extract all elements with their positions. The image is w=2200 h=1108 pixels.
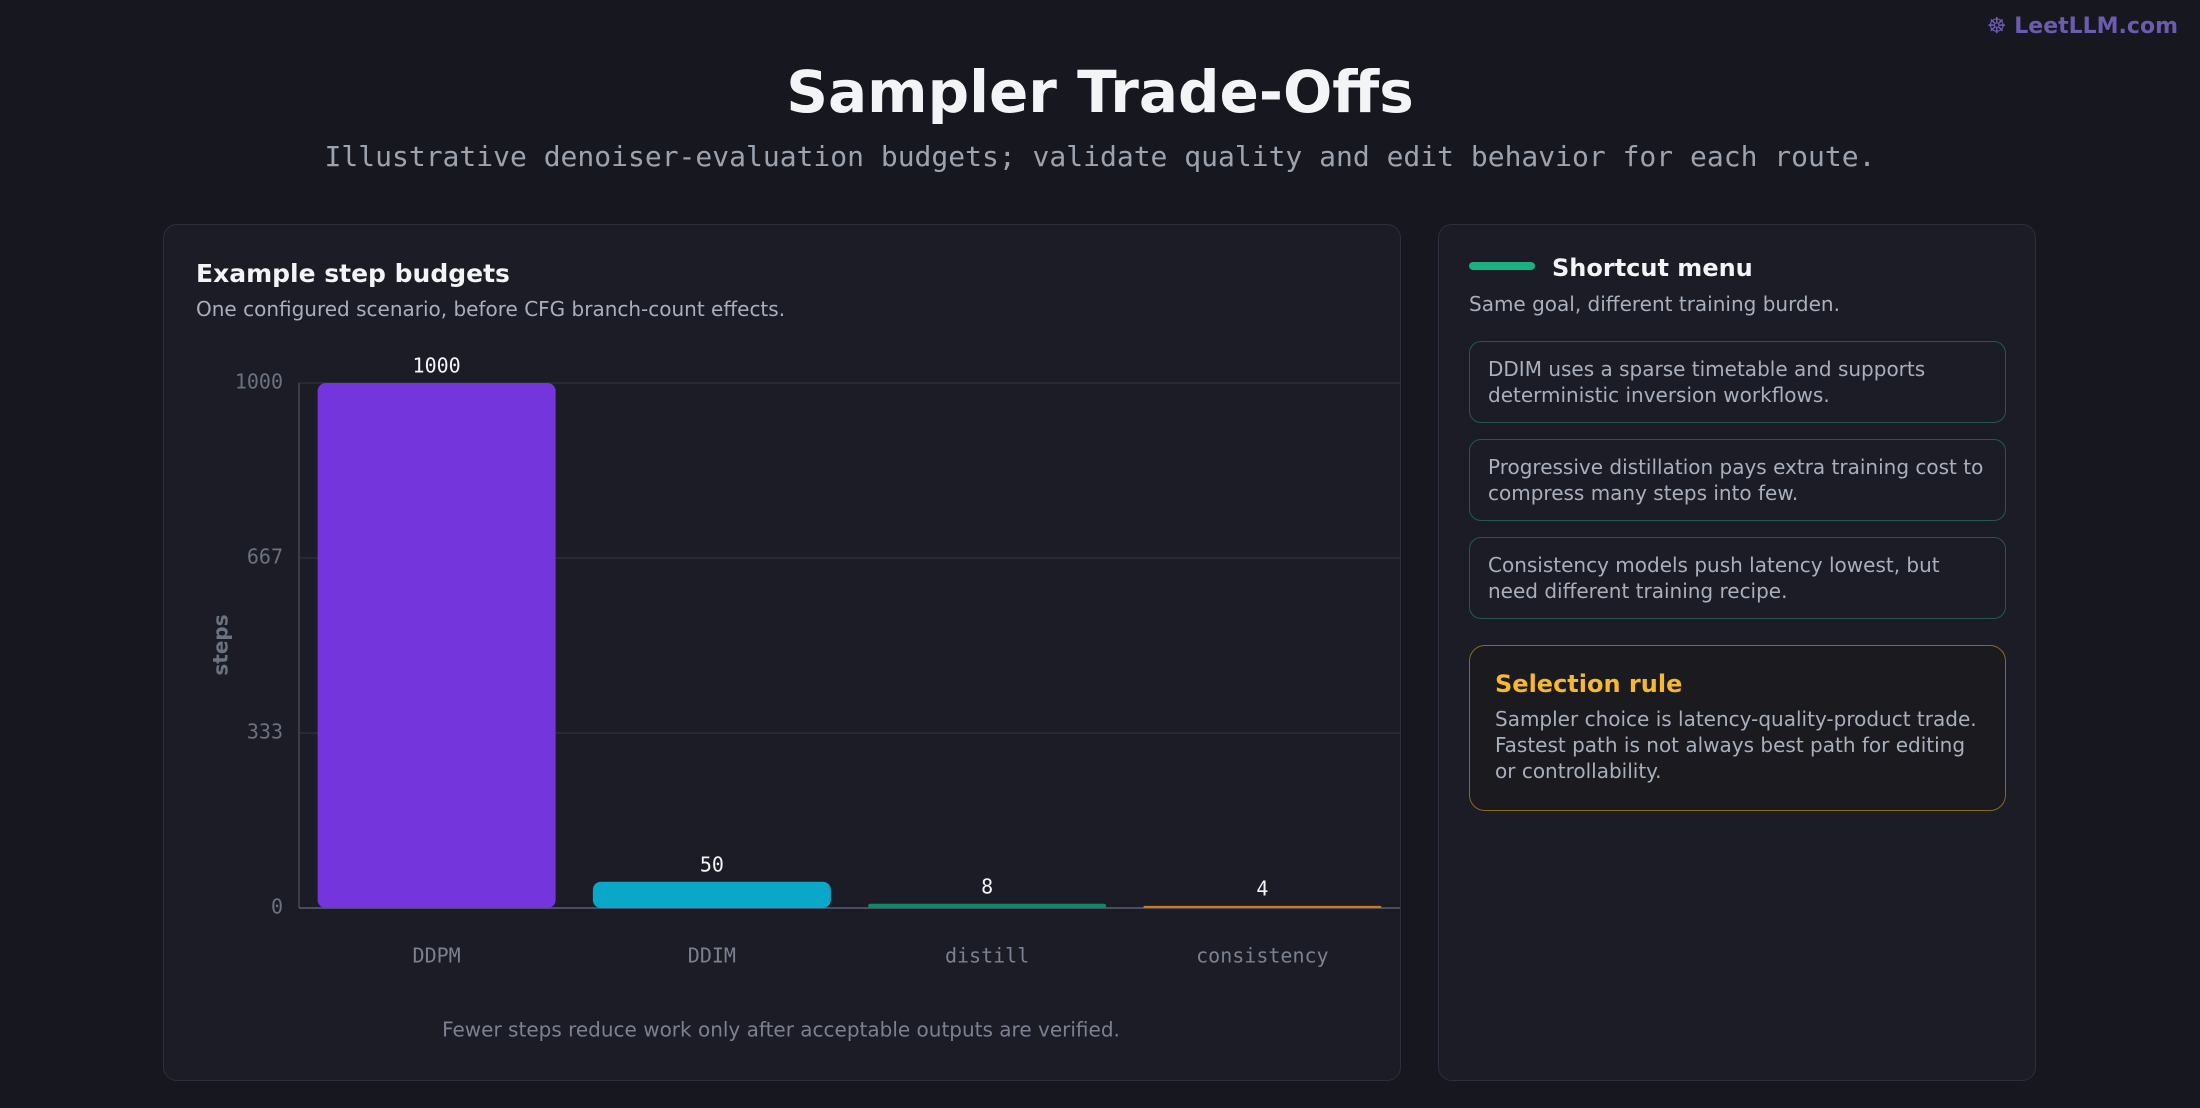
logo-icon: ☸ [1986, 14, 2015, 39]
value-label: 8 [981, 874, 993, 898]
logo[interactable]: ☸ LeetLLM.com [1987, 14, 2178, 39]
shortcut-item: Progressive distillation pays extra trai… [1469, 439, 2006, 521]
bar [1143, 905, 1382, 908]
page-title: Sampler Trade-Offs [786, 58, 1414, 126]
rule-text: Sampler choice is latency-quality-produc… [1495, 707, 1977, 783]
accent-bar [1469, 262, 1535, 270]
rule-title: Selection rule [1495, 670, 1683, 698]
x-tick-label: consistency [1196, 944, 1328, 968]
logo-text: LeetLLM.com [2014, 14, 2178, 39]
bar [592, 881, 831, 908]
chart-footnote: Fewer steps reduce work only after accep… [442, 1018, 1120, 1042]
rule-box: Selection rule Sampler choice is latency… [1469, 645, 2006, 811]
value-label: 4 [1256, 876, 1268, 900]
chart-subtitle: One configured scenario, before CFG bran… [196, 297, 786, 321]
shortcut-item: Consistency models push latency lowest, … [1469, 537, 2006, 619]
value-label: 50 [700, 852, 724, 876]
y-tick-label: 0 [271, 895, 283, 919]
x-tick-label: DDIM [688, 944, 736, 968]
chart-title: Example step budgets [196, 259, 510, 288]
bar [317, 383, 556, 908]
sidebar-subtitle: Same goal, different training burden. [1469, 292, 1840, 316]
y-tick-label: 1000 [235, 370, 283, 394]
x-tick-label: DDPM [413, 944, 461, 968]
bar [868, 903, 1107, 908]
y-tick-label: 667 [247, 544, 283, 568]
shortcut-item: DDIM uses a sparse timetable and support… [1469, 341, 2006, 423]
y-axis-label: steps [209, 614, 233, 675]
value-label: 1000 [413, 354, 461, 378]
y-tick-label: 333 [247, 720, 283, 744]
x-tick-label: distill [945, 944, 1029, 968]
page-subtitle: Illustrative denoiser-evaluation budgets… [324, 140, 1876, 173]
sidebar-title: Shortcut menu [1552, 254, 1753, 282]
